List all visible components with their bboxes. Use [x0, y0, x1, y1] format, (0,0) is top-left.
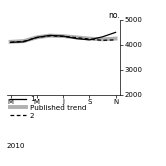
Text: no.: no.: [108, 11, 120, 20]
Legend: 1, Published trend, 2: 1, Published trend, 2: [10, 96, 86, 119]
Text: 2010: 2010: [7, 143, 25, 149]
